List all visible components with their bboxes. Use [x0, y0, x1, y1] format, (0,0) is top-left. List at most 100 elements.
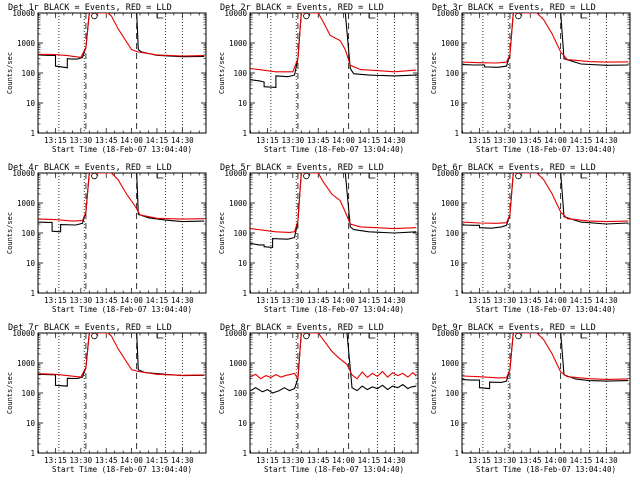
series-line-lld [38, 333, 205, 378]
y-tick-label: 100 [233, 389, 247, 398]
attenuator-marker-icon [91, 332, 98, 340]
y-tick-label: 10 [450, 259, 460, 268]
y-tick-label: 1 [30, 289, 35, 298]
x-tick-label: 14:00 [120, 296, 143, 305]
y-tick-label: 1000 [17, 199, 36, 208]
x-tick-label: 14:15 [146, 456, 169, 465]
y-axis-label: Counts/sec [6, 52, 14, 94]
state-step-marker-icon [580, 13, 588, 19]
y-tick-label: 1 [454, 289, 459, 298]
y-tick-label: 10 [26, 99, 36, 108]
plot-frame [37, 172, 207, 294]
x-tick-label: 13:30 [70, 136, 93, 145]
series-line-events [38, 333, 205, 387]
plot-frame [461, 172, 631, 294]
series-line-events [250, 13, 417, 88]
y-tick-label: 10 [26, 419, 36, 428]
chart-panel: Det 8r BLACK = Events, RED = LLD 1 10 100 10… [218, 323, 419, 474]
y-tick-label: 1 [242, 449, 247, 458]
x-tick-label: 13:30 [494, 296, 517, 305]
plot-frame [249, 332, 419, 454]
y-axis-label: Counts/sec [430, 212, 438, 254]
attenuator-marker-icon [515, 172, 522, 180]
state-step-marker-icon [368, 173, 376, 179]
attenuator-marker-icon [303, 332, 310, 340]
y-tick-label: 1000 [229, 39, 248, 48]
x-axis-label: Start Time (18-Feb-07 13:04:40) [264, 465, 404, 474]
y-tick-label: 10000 [224, 9, 247, 18]
y-tick-label: 100 [21, 69, 35, 78]
x-tick-label: 13:45 [519, 456, 542, 465]
y-tick-label: 1 [30, 449, 35, 458]
chart-panel: Det 3r BLACK = Events, RED = LLD 1 10 100 10… [430, 3, 631, 154]
x-tick-label: 14:30 [595, 456, 618, 465]
series-line-events [462, 333, 629, 390]
x-tick-label: 14:15 [146, 296, 169, 305]
plot-frame [37, 12, 207, 134]
series-line-events [250, 173, 417, 248]
y-tick-label: 100 [445, 229, 459, 238]
x-tick-label: 14:30 [383, 456, 406, 465]
x-tick-label: 13:15 [256, 296, 279, 305]
x-tick-label: 14:15 [358, 456, 381, 465]
y-axis-label: Counts/sec [430, 372, 438, 414]
chart-panel: Det 5r BLACK = Events, RED = LLD 1 10 100 10… [218, 163, 419, 314]
series-line-events [462, 173, 629, 229]
x-tick-label: 13:45 [519, 296, 542, 305]
y-tick-label: 100 [233, 69, 247, 78]
y-tick-label: 1 [30, 129, 35, 138]
chart-title: Det 1r BLACK = Events, RED = LLD [8, 3, 172, 13]
x-tick-label: 13:30 [70, 456, 93, 465]
x-axis-label: Start Time (18-Feb-07 13:04:40) [264, 305, 404, 314]
series-line-lld [250, 13, 417, 73]
x-tick-label: 14:00 [332, 296, 355, 305]
chart-panel: Det 2r BLACK = Events, RED = LLD 1 10 100 10… [218, 3, 419, 154]
series-line-lld [38, 173, 205, 222]
attenuator-marker-icon [91, 12, 98, 20]
x-axis-label: Start Time (18-Feb-07 13:04:40) [52, 465, 192, 474]
y-tick-label: 10 [450, 419, 460, 428]
x-tick-label: 13:15 [44, 136, 67, 145]
y-axis-label: Counts/sec [430, 52, 438, 94]
chart-title: Det 8r BLACK = Events, RED = LLD [220, 323, 384, 333]
x-tick-label: 13:45 [307, 296, 330, 305]
y-tick-label: 10 [238, 99, 248, 108]
chart-title: Det 6r BLACK = Events, RED = LLD [432, 163, 596, 173]
chart-title: Det 7r BLACK = Events, RED = LLD [8, 323, 172, 333]
x-tick-label: 13:15 [468, 456, 491, 465]
x-tick-label: 14:00 [544, 456, 567, 465]
x-tick-label: 13:30 [494, 456, 517, 465]
y-tick-label: 1000 [17, 39, 36, 48]
x-axis-label: Start Time (18-Feb-07 13:04:40) [264, 145, 404, 154]
y-tick-label: 10 [26, 259, 36, 268]
series-line-lld [38, 13, 205, 58]
x-tick-label: 13:30 [282, 136, 305, 145]
y-tick-label: 10000 [224, 329, 247, 338]
y-tick-label: 1000 [441, 39, 460, 48]
y-axis-label: Counts/sec [6, 212, 14, 254]
state-step-marker-icon [156, 13, 164, 19]
x-tick-label: 14:15 [570, 136, 593, 145]
attenuator-marker-icon [91, 172, 98, 180]
chart-title: Det 9r BLACK = Events, RED = LLD [432, 323, 596, 333]
x-tick-label: 14:15 [358, 296, 381, 305]
x-tick-label: 13:30 [70, 296, 93, 305]
x-tick-label: 14:30 [383, 136, 406, 145]
y-tick-label: 10000 [436, 169, 459, 178]
y-tick-label: 1 [242, 289, 247, 298]
x-tick-label: 14:15 [146, 136, 169, 145]
series-line-events [462, 13, 629, 68]
x-tick-label: 13:15 [44, 456, 67, 465]
series-line-lld [462, 13, 629, 64]
y-tick-label: 1000 [229, 359, 248, 368]
y-tick-label: 10 [450, 99, 460, 108]
x-axis-label: Start Time (18-Feb-07 13:04:40) [52, 145, 192, 154]
plot-frame [37, 332, 207, 454]
series-line-events [38, 13, 205, 69]
state-step-marker-icon [368, 333, 376, 339]
x-tick-label: 14:15 [358, 136, 381, 145]
series-line-lld [462, 333, 629, 380]
series-line-lld [250, 173, 417, 233]
y-axis-label: Counts/sec [218, 212, 226, 254]
